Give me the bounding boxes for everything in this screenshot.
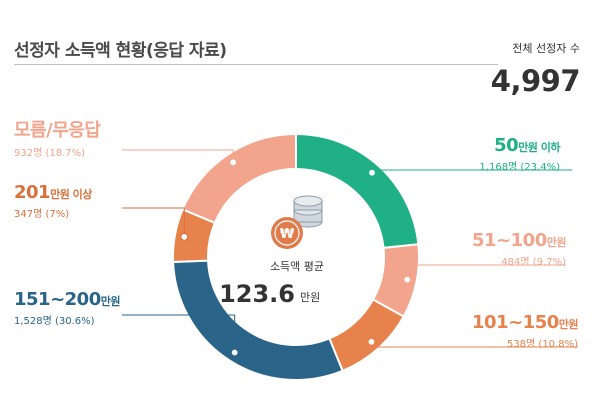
label-over-201: 201만원 이상 347명 (7%): [14, 182, 92, 220]
segment-151-200: [172, 259, 344, 381]
segment-under-50: [295, 132, 420, 250]
leader-lines: [122, 149, 578, 357]
label-51-100: 51~100만원 484명 (9.7%): [472, 230, 566, 268]
leader-dot: [367, 168, 377, 177]
label-head: 51~100: [472, 230, 547, 251]
leader-line: [122, 207, 185, 237]
page-title: 선정자 소득액 현황(응답 자료): [14, 41, 227, 61]
leader-dot: [367, 337, 376, 346]
center-label: 소득액 평균: [270, 260, 324, 273]
total-value: 4,997: [490, 64, 581, 98]
label-unit: 만원 이하: [518, 141, 560, 154]
leader-line: [122, 149, 234, 163]
label-unit: 만원 이상: [50, 188, 92, 201]
leader-dot: [180, 232, 189, 241]
svg-text:₩: ₩: [280, 227, 295, 242]
total-label: 전체 선정자 수: [512, 42, 580, 55]
leader-dot: [229, 158, 238, 167]
label-head: 201: [14, 182, 51, 203]
center-unit: 만원: [300, 291, 320, 304]
label-sub: 1,168명 (23.4%): [479, 162, 560, 173]
center-value: 123.6: [219, 280, 295, 308]
label-sub: 484명 (9.7%): [501, 257, 566, 268]
segment-unknown: [181, 132, 297, 225]
label-unit: 만원: [546, 236, 567, 249]
segment-101-150: [328, 298, 406, 373]
label-151-200: 151~200만원 1,528명 (30.6%): [14, 289, 120, 327]
label-sub: 932명 (18.7%): [14, 148, 86, 159]
label-under-50: 50만원 이하 1,168명 (23.4%): [479, 135, 560, 173]
total-selectees: 전체 선정자 수 4,997: [490, 40, 581, 98]
label-head: 모름/무응답: [14, 120, 101, 141]
coin-icon: ₩: [271, 195, 323, 249]
label-sub: 538명 (10.8%): [506, 339, 578, 350]
donut-segments: [172, 132, 420, 381]
label-head: 101~150: [472, 312, 559, 333]
leader-line: [406, 264, 566, 280]
title-divider: [14, 64, 498, 65]
label-head: 151~200: [14, 289, 101, 310]
label-head: 50: [494, 135, 519, 156]
label-unit: 만원: [100, 295, 121, 308]
label-unknown: 모름/무응답 932명 (18.7%): [14, 116, 101, 159]
label-sub: 1,528명 (30.6%): [14, 316, 95, 327]
label-unit: 만원: [558, 318, 579, 331]
label-sub: 347명 (7%): [14, 209, 70, 220]
leader-dot: [230, 348, 239, 357]
leader-dot: [403, 275, 412, 284]
leader-line: [122, 314, 236, 353]
label-101-150: 101~150만원 538명 (10.8%): [472, 312, 578, 350]
